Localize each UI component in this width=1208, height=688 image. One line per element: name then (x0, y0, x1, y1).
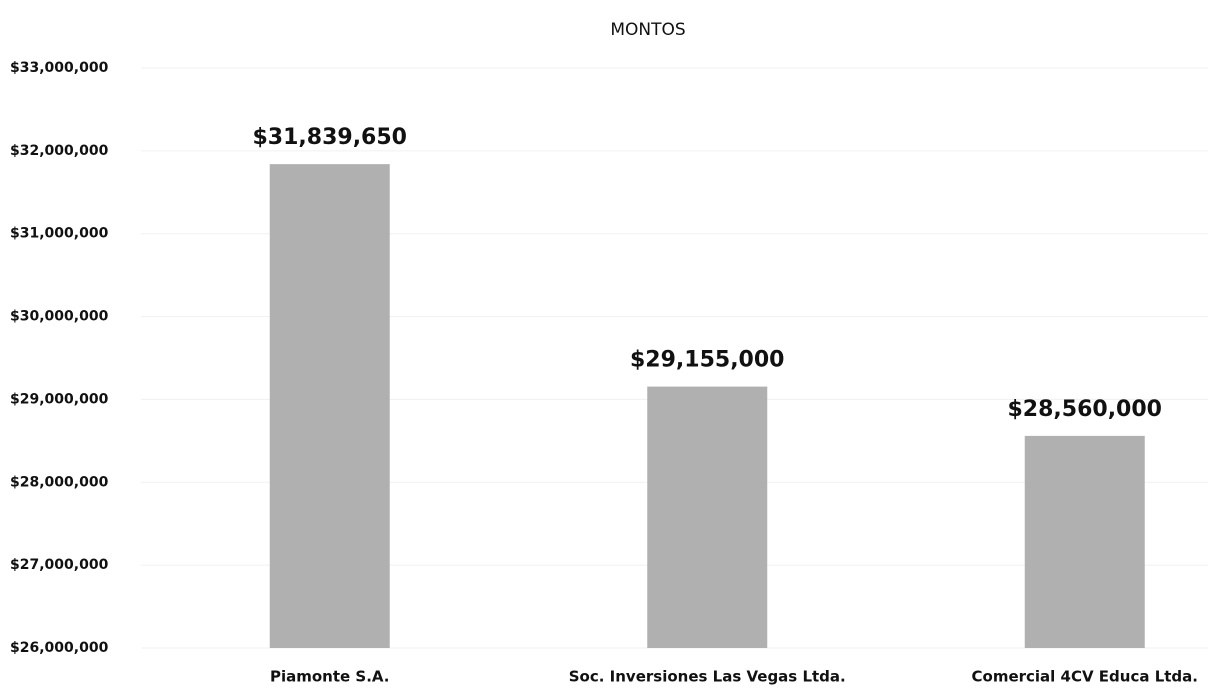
y-tick-label: $33,000,000 (10, 60, 109, 76)
bar (647, 386, 768, 648)
bar (269, 164, 390, 648)
x-tick-label: Comercial 4CV Educa Ltda. (972, 668, 1199, 686)
y-tick-label: $31,000,000 (10, 226, 109, 242)
y-tick-label: $32,000,000 (10, 143, 109, 159)
y-tick-label: $30,000,000 (10, 309, 109, 325)
value-label: $31,839,650 (253, 125, 407, 150)
x-tick-label: Soc. Inversiones Las Vegas Ltda. (569, 668, 846, 686)
x-tick-label: Piamonte S.A. (270, 668, 390, 686)
bar (1024, 435, 1145, 648)
y-tick-label: $28,000,000 (10, 474, 109, 490)
chart-title: MONTOS (610, 20, 685, 40)
y-tick-label: $29,000,000 (10, 391, 109, 407)
value-label: $29,155,000 (630, 348, 784, 373)
y-tick-label: $26,000,000 (10, 640, 109, 656)
y-tick-label: $27,000,000 (10, 557, 109, 573)
value-label: $28,560,000 (1008, 397, 1162, 422)
